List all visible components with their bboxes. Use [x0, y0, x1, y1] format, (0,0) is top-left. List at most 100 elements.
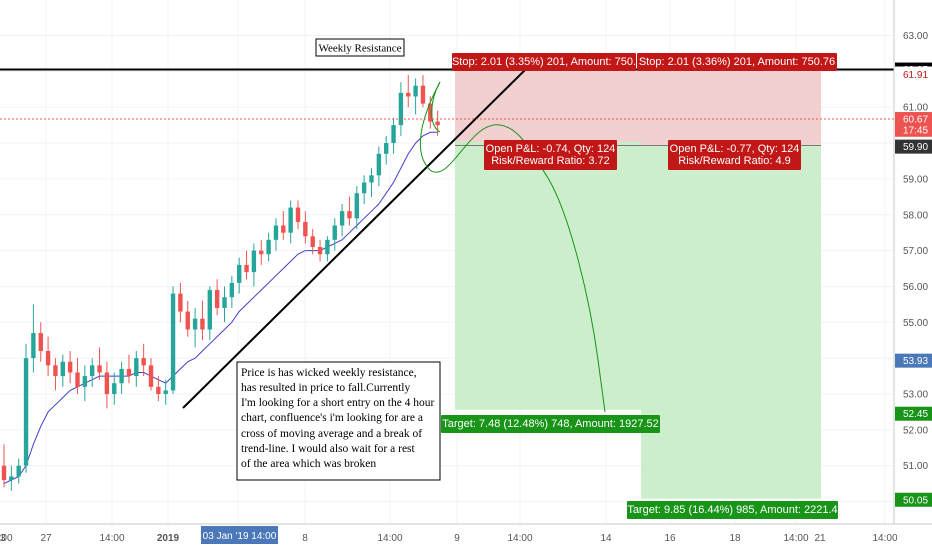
candle: [200, 300, 205, 341]
price-marker-label: 60.67: [903, 115, 928, 126]
candle: [207, 286, 212, 341]
candle-body: [347, 211, 352, 219]
price-marker: 59.90: [895, 139, 932, 154]
stop-label-2[interactable]: Stop: 2.01 (3.36%) 201, Amount: 750.76: [637, 53, 837, 71]
weekly-resistance-annotation[interactable]: Weekly Resistance: [315, 38, 405, 57]
analysis-note[interactable]: Price is has wicked weekly resistance, h…: [236, 361, 441, 481]
time-tick-label: 9: [454, 533, 460, 544]
candle-body: [251, 250, 257, 273]
candle: [75, 358, 80, 394]
candle-body: [317, 247, 323, 255]
target-label-2-text: Target: 9.85 (16.44%) 985, Amount: 2221.…: [627, 504, 837, 516]
candle-body: [310, 236, 315, 248]
candle: [31, 304, 36, 373]
candlestick-series: [1, 74, 440, 491]
candle: [384, 135, 389, 165]
candle: [303, 211, 308, 244]
price-tick-label: 53.00: [903, 390, 928, 401]
candle-body: [288, 207, 293, 233]
candle-body: [148, 365, 154, 387]
candle-body: [237, 264, 242, 283]
candle: [104, 361, 110, 409]
price-marker-bg: [895, 353, 932, 368]
price-marker-bg: [895, 67, 932, 82]
time-cursor-label: 03 Jan '19 14:00: [203, 531, 277, 542]
candle: [273, 218, 279, 251]
candle-body: [67, 361, 73, 373]
candle-body: [273, 225, 279, 240]
candle: [413, 78, 418, 115]
stop-label-1[interactable]: Stop: 2.01 (3.35%) 201, Amount: 750.: [452, 53, 636, 71]
candle-body: [420, 85, 426, 104]
stop-label-2-bg: [637, 53, 837, 71]
target-zone-short: [455, 141, 641, 410]
price-tick-label: 63.00: [903, 31, 928, 42]
candle: [148, 358, 154, 391]
price-marker: 53.93: [895, 353, 932, 368]
position-zones: [455, 69, 821, 499]
weekly-resistance-label: Weekly Resistance: [318, 43, 401, 55]
pnl-label-1-text: Open P&L: -0.74, Qty: 124: [486, 143, 616, 155]
pnl-label-2-text: Open P&L: -0.77, Qty: 124: [670, 143, 800, 155]
candle: [9, 465, 14, 491]
price-axis[interactable]: 63.0062.0061.0060.0059.0058.0057.0056.00…: [893, 0, 932, 550]
candle-body: [178, 293, 183, 312]
candle-body: [192, 318, 198, 330]
target-label-2[interactable]: Target: 9.85 (16.44%) 985, Amount: 2221.…: [627, 501, 838, 519]
candle-body: [9, 476, 14, 481]
candle: [112, 372, 117, 405]
price-tick-label: 61.00: [903, 103, 928, 114]
candle: [119, 361, 124, 394]
candle: [259, 239, 264, 265]
candle: [16, 458, 21, 484]
candle-body: [413, 85, 418, 97]
time-tick-label: 16: [664, 533, 676, 544]
note-line: trend-line. I would also wait for a rest: [241, 443, 416, 455]
candle-body: [185, 311, 190, 330]
candle: [295, 200, 301, 230]
note-line: has resulted in price to fall.Currently: [241, 382, 411, 394]
candle-body: [90, 365, 95, 377]
trend-line[interactable]: [182, 69, 526, 409]
candle-body: [303, 221, 308, 237]
candle: [82, 365, 88, 402]
candle: [266, 232, 271, 262]
position-labels[interactable]: Stop: 2.01 (3.35%) 201, Amount: 750. Stop…: [441, 53, 838, 519]
candle: [141, 343, 146, 377]
candle: [281, 211, 286, 240]
candle: [45, 336, 51, 377]
candle-body: [60, 361, 65, 377]
candle-body: [435, 121, 440, 126]
candle: [332, 218, 337, 251]
candle: [310, 229, 315, 255]
note-line: I'm looking for a short entry on the 4 h…: [241, 397, 435, 409]
time-tick-label: 21: [814, 533, 826, 544]
time-axis[interactable]: 2714:00201914:00814:00914:0014161814:002…: [0, 523, 932, 550]
candle-body: [104, 372, 110, 394]
target-label-1[interactable]: Target: 7.48 (12.48%) 748, Amount: 1927.…: [441, 415, 660, 433]
time-tick-label: 23: [0, 533, 6, 544]
candle-body: [119, 368, 124, 384]
candle: [354, 186, 359, 230]
candle: [134, 350, 139, 387]
candle: [178, 282, 183, 323]
candle: [251, 243, 257, 287]
price-tick-label: 52.00: [903, 425, 928, 436]
pnl-label-1-bg: [484, 140, 617, 170]
candle-body: [126, 368, 132, 377]
candle-body: [354, 193, 359, 219]
candle-body: [112, 383, 117, 394]
candle-body: [23, 358, 29, 466]
candle-body: [295, 207, 301, 222]
candle: [406, 74, 411, 108]
stop-label-1-bg: [452, 53, 636, 71]
time-tick-label: 14:00: [377, 533, 402, 544]
candle-body: [134, 358, 139, 377]
candle: [97, 347, 102, 380]
time-cursor-marker: 03 Jan '19 14:00: [201, 526, 278, 544]
candle-body: [1, 465, 7, 481]
candle-body: [170, 293, 176, 391]
